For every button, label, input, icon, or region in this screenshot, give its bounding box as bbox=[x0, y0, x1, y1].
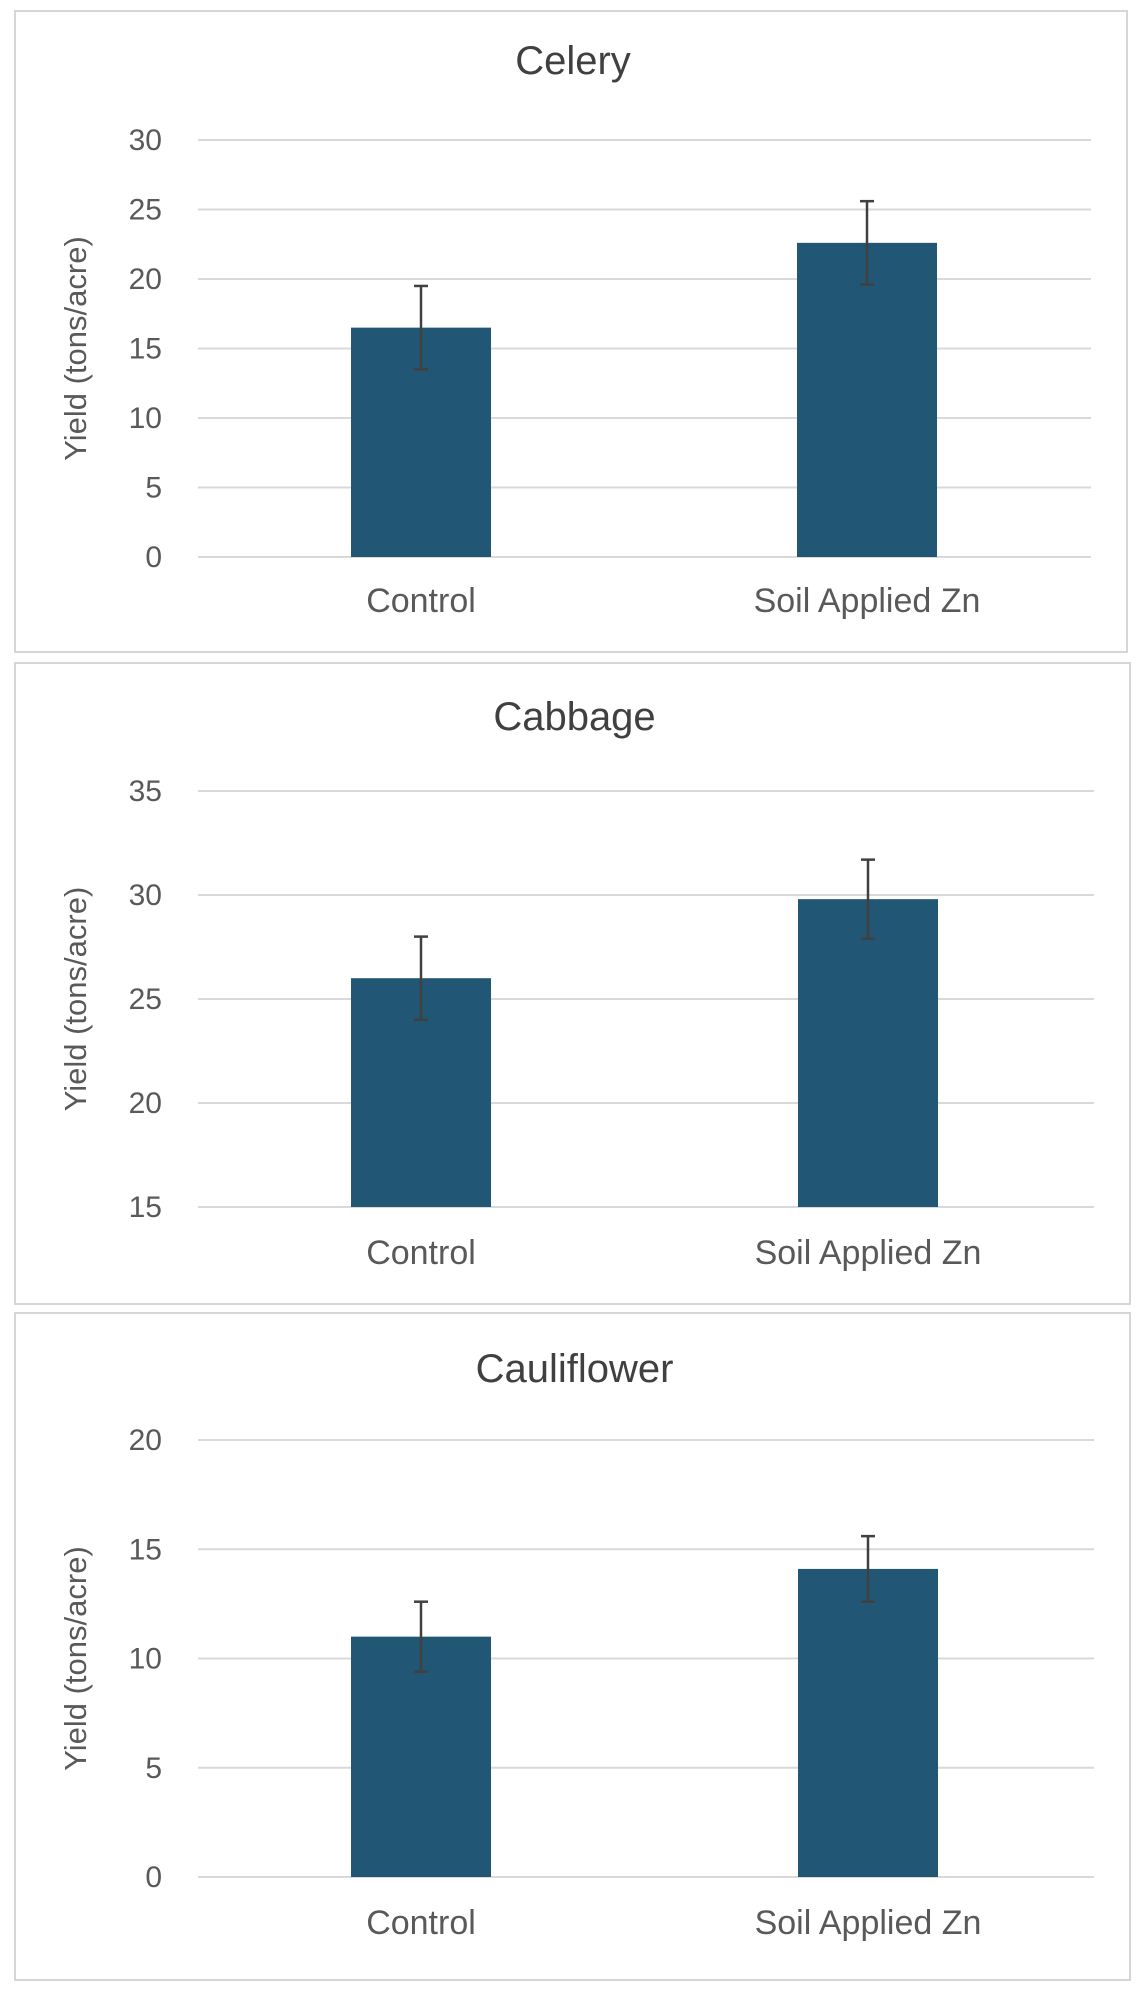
y-tick-label: 25 bbox=[129, 983, 162, 1016]
y-tick-label: 5 bbox=[145, 1752, 162, 1785]
y-tick-label: 20 bbox=[129, 1087, 162, 1120]
cauliflower-chart-panel: Cauliflower 0 5 10 15 20 Yield (tons/acre) Cont… bbox=[14, 1312, 1131, 1981]
x-category-label: Soil Applied Zn bbox=[755, 1904, 982, 1942]
chart-title: Cabbage bbox=[493, 695, 655, 739]
celery-chart-panel: Celery 0 5 10 15 20 25 30 Yield (tons/acre) Contr… bbox=[14, 10, 1128, 653]
y-tick-label: 20 bbox=[129, 263, 162, 296]
y-tick-label: 10 bbox=[129, 402, 162, 435]
chart-title: Cauliflower bbox=[476, 1347, 674, 1391]
y-tick-label: 0 bbox=[145, 541, 162, 574]
celery-chart: Celery 0 5 10 15 20 25 30 Yield (tons/acre) Contr… bbox=[58, 39, 1091, 620]
x-category-label: Control bbox=[366, 1904, 476, 1942]
x-category-label: Control bbox=[366, 1234, 476, 1272]
bar-soil-applied-zn bbox=[798, 899, 938, 1207]
x-category-label: Soil Applied Zn bbox=[755, 1234, 982, 1272]
y-tick-label: 35 bbox=[129, 775, 162, 808]
y-tick-label: 0 bbox=[145, 1861, 162, 1894]
y-axis-title: Yield (tons/acre) bbox=[58, 236, 93, 461]
y-tick-label: 15 bbox=[129, 1533, 162, 1566]
bar-control bbox=[351, 1636, 491, 1877]
cabbage-chart-panel: Cabbage 15 20 25 30 35 Yield (tons/acre) Contro… bbox=[14, 662, 1131, 1305]
cabbage-chart: Cabbage 15 20 25 30 35 Yield (tons/acre) Contro… bbox=[58, 695, 1094, 1272]
y-tick-label: 15 bbox=[129, 333, 162, 366]
y-axis-title: Yield (tons/acre) bbox=[58, 887, 93, 1112]
y-tick-label: 30 bbox=[129, 124, 162, 157]
y-tick-label: 15 bbox=[129, 1191, 162, 1224]
y-tick-label: 5 bbox=[145, 472, 162, 505]
bar-soil-applied-zn bbox=[798, 1568, 938, 1877]
y-tick-label: 25 bbox=[129, 194, 162, 227]
cauliflower-chart: Cauliflower 0 5 10 15 20 Yield (tons/acre) Cont… bbox=[58, 1347, 1094, 1942]
chart-title: Celery bbox=[515, 39, 631, 83]
x-category-label: Control bbox=[366, 582, 476, 620]
y-tick-label: 20 bbox=[129, 1424, 162, 1457]
y-tick-label: 30 bbox=[129, 879, 162, 912]
bar-soil-applied-zn bbox=[797, 242, 937, 558]
x-category-label: Soil Applied Zn bbox=[754, 582, 981, 620]
y-axis-title: Yield (tons/acre) bbox=[58, 1546, 93, 1771]
y-tick-label: 10 bbox=[129, 1643, 162, 1676]
